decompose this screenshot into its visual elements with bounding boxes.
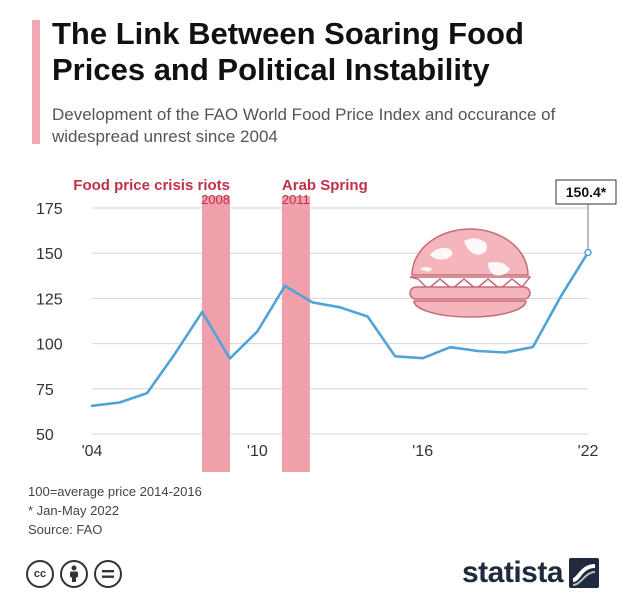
callout-label: 150.4* [566, 184, 607, 200]
statista-brand[interactable]: statista [462, 556, 600, 589]
band-label: Arab Spring [282, 177, 368, 194]
page-title: The Link Between Soaring Food Prices and… [52, 16, 524, 87]
footnote-baseline: 100=average price 2014-2016 [28, 484, 202, 499]
x-axis-ticks: '04 '10 '16 '22 [82, 443, 599, 460]
y-tick-label: 50 [36, 427, 54, 444]
y-tick-label: 100 [36, 337, 63, 354]
y-axis-ticks: 50 75 100 125 150 175 [36, 201, 63, 444]
callout-point [584, 248, 592, 257]
y-tick-label: 150 [36, 246, 63, 263]
latest-value-callout: 150.4* [555, 179, 617, 257]
title-accent-bar [32, 20, 40, 144]
creative-commons-icon[interactable]: cc [26, 560, 54, 588]
band-year: 2008 [201, 192, 230, 207]
brand-name: statista [462, 556, 564, 589]
band-label: Food price crisis riots [73, 177, 230, 194]
y-tick-label: 175 [36, 201, 63, 218]
x-tick-label: '10 [247, 443, 268, 460]
y-tick-label: 125 [36, 291, 63, 308]
price-index-line [90, 251, 590, 408]
y-tick-label: 75 [36, 382, 54, 399]
no-derivatives-icon[interactable] [94, 560, 122, 588]
x-tick-label: '04 [82, 443, 103, 460]
page-subtitle: Development of the FAO World Food Price … [52, 105, 556, 146]
x-tick-label: '22 [578, 443, 599, 460]
x-tick-label: '16 [412, 443, 433, 460]
license-icons: cc [26, 560, 122, 588]
footnote-period: * Jan-May 2022 [28, 503, 120, 518]
grid-lines [92, 207, 588, 435]
callout-box [555, 179, 617, 205]
globe-burger-icon [409, 228, 532, 318]
footnotes: 100=average price 2014-2016 * Jan-May 20… [28, 482, 202, 539]
attribution-icon[interactable] [60, 560, 88, 588]
unrest-band [281, 196, 310, 472]
footnote-source: Source: FAO [28, 522, 103, 537]
band-year: 2011 [282, 192, 310, 207]
statista-logo-icon [569, 558, 600, 588]
